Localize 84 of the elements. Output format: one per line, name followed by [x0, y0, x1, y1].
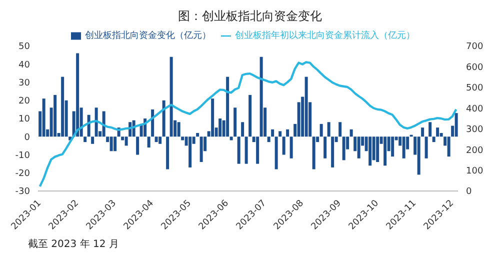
- bar: [424, 136, 428, 158]
- y-tick-label: 10: [18, 114, 30, 125]
- bar: [237, 136, 240, 164]
- bar: [162, 100, 166, 137]
- y-tick-label: 50: [18, 42, 30, 52]
- bar: [61, 76, 64, 137]
- bar: [42, 98, 46, 137]
- bar: [320, 124, 323, 137]
- bar: [376, 136, 380, 162]
- y2-tick-label: 600: [466, 62, 484, 73]
- bar: [417, 136, 420, 175]
- bar: [331, 136, 334, 168]
- bar: [402, 136, 406, 158]
- bar: [436, 128, 440, 137]
- bar: [350, 129, 353, 137]
- bar: [54, 94, 57, 137]
- bar: [124, 136, 128, 146]
- bar: [454, 113, 458, 137]
- bar: [170, 56, 173, 137]
- bar: [241, 122, 244, 137]
- bar: [147, 136, 150, 148]
- bar: [244, 136, 248, 164]
- bar: [278, 131, 282, 137]
- bar: [327, 122, 330, 137]
- chart-title: 图：创业板指北向资金变化: [177, 8, 323, 25]
- bar: [76, 53, 80, 137]
- bar: [432, 136, 436, 142]
- bar: [136, 136, 140, 155]
- bar: [271, 129, 274, 137]
- line-series: [38, 61, 458, 188]
- bar: [391, 136, 394, 157]
- bar: [282, 136, 286, 155]
- bar: [267, 136, 270, 142]
- bar: [290, 136, 293, 158]
- bar: [230, 136, 233, 140]
- y2-tick-label: 500: [466, 84, 484, 94]
- y-tick-label: -30: [15, 187, 30, 198]
- y-tick-label: -20: [15, 169, 30, 180]
- y-tick-label: -10: [15, 150, 30, 161]
- bar: [312, 136, 316, 170]
- bar: [368, 136, 372, 166]
- legend-label: 创业板指年初以来北向资金累计流入（亿元）: [235, 31, 415, 41]
- y2-tick-label: 0: [466, 187, 472, 198]
- bar: [154, 136, 158, 142]
- y-tick-label: 30: [18, 78, 30, 88]
- y2-tick-label: 200: [466, 146, 484, 156]
- bar: [91, 136, 94, 144]
- bar: [226, 76, 230, 137]
- bar: [114, 136, 117, 152]
- bar: [274, 136, 278, 170]
- text: 截至 2023 年 12 月: [28, 238, 120, 251]
- y2-tick-label: 300: [466, 125, 484, 136]
- y-tick-label: 40: [18, 60, 30, 70]
- bar: [188, 136, 192, 168]
- bar: [166, 136, 170, 170]
- bar: [177, 122, 180, 137]
- bar: [110, 136, 113, 152]
- bar: [421, 128, 424, 137]
- y2-tick-label: 100: [466, 166, 484, 176]
- y2-tick-label: 400: [466, 104, 484, 114]
- bar: [196, 133, 200, 137]
- bar: [338, 122, 342, 137]
- bar: [324, 136, 327, 158]
- bar: [357, 136, 360, 158]
- bar: [304, 76, 308, 137]
- bar: [84, 136, 87, 142]
- bar: [260, 56, 263, 137]
- bar: [200, 136, 203, 162]
- legend-label: 创业板指北向资金变化（亿元）: [85, 31, 211, 41]
- bar: [342, 136, 346, 160]
- bar: [94, 108, 98, 137]
- bar: [447, 136, 450, 157]
- bar: [158, 136, 162, 144]
- bar: [286, 129, 290, 137]
- bar: [234, 108, 237, 137]
- y2-tick-label: 700: [466, 42, 484, 52]
- bar: [218, 118, 222, 137]
- bar: [256, 136, 260, 164]
- y-tick-label: 20: [18, 96, 30, 107]
- bar: [384, 136, 387, 166]
- bar: [211, 98, 214, 137]
- y-tick-label: 0: [24, 132, 30, 143]
- bar: [248, 94, 252, 137]
- bar: [428, 122, 432, 137]
